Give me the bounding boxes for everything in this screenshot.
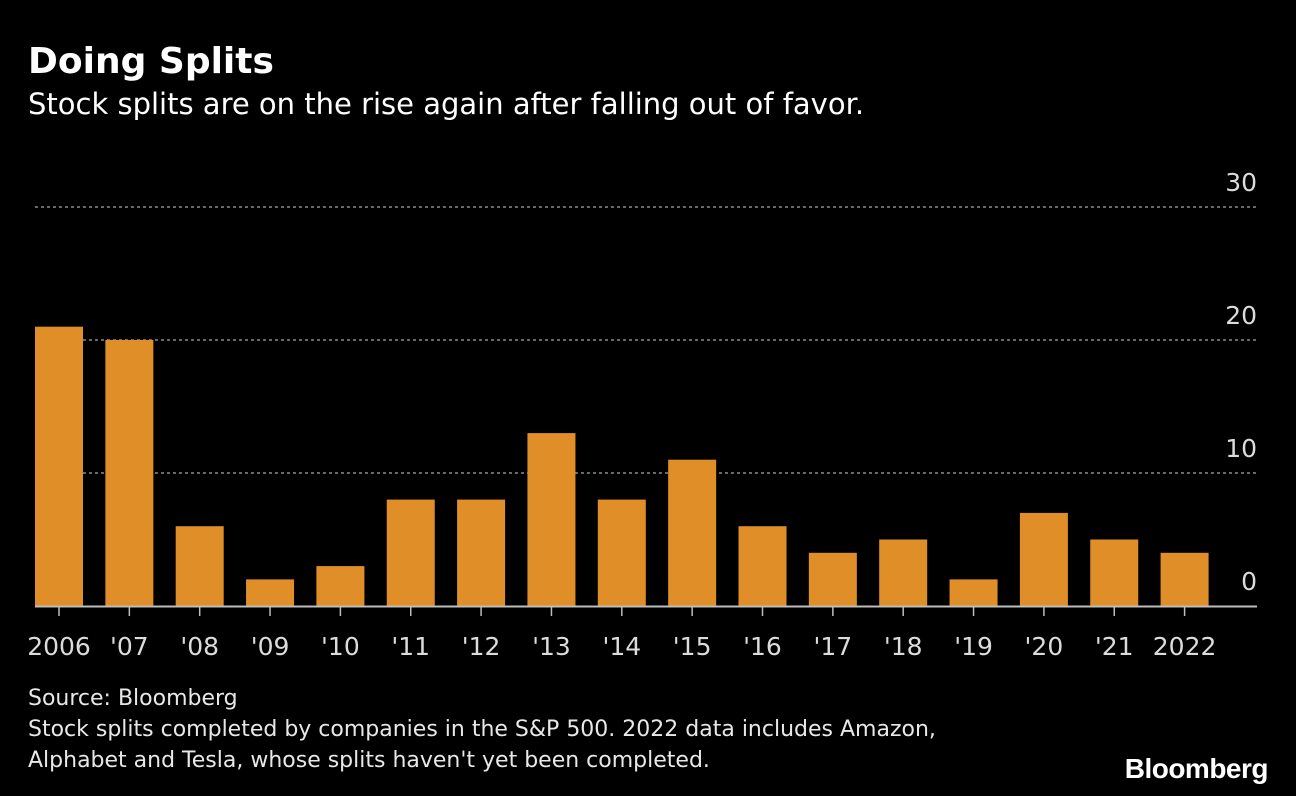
bar-2 (175, 526, 224, 606)
y-tick-label-20: 20 (1225, 301, 1257, 330)
x-tick-label-5: '11 (391, 632, 430, 661)
bar-1 (105, 340, 154, 606)
y-tick-label-0: 0 (1241, 567, 1257, 596)
bar-4 (316, 566, 365, 606)
bar-10 (738, 526, 787, 606)
y-tick-label-10: 10 (1225, 434, 1257, 463)
bar-0 (35, 326, 83, 606)
bar-7 (527, 433, 576, 606)
x-axis (35, 605, 1257, 616)
x-tick-label-9: '15 (673, 632, 712, 661)
x-tick-label-7: '13 (532, 632, 571, 661)
tick-labels: 0 10 20 30 2006 '07 '08 '09 '10 '11 '12 '13 '14 '15 '1… (27, 168, 1257, 661)
x-tick-label-15: '21 (1095, 632, 1134, 661)
bar-6 (457, 499, 506, 606)
bloomberg-logo: Bloomberg (1124, 753, 1269, 784)
x-tick-label-13: '19 (954, 632, 993, 661)
x-tick-label-0: 2006 (27, 632, 91, 661)
x-tick-label-14: '20 (1025, 632, 1064, 661)
bars (35, 326, 1209, 606)
bar-5 (386, 499, 435, 606)
note-text-line-1: Stock splits completed by companies in t… (28, 717, 936, 742)
note-text-line-2: Alphabet and Tesla, whose splits haven't… (28, 748, 710, 773)
bar-8 (597, 499, 646, 606)
x-tick-label-4: '10 (321, 632, 360, 661)
x-tick-label-16: 2022 (1153, 632, 1217, 661)
x-tick-label-1: '07 (110, 632, 149, 661)
y-tick-label-30: 30 (1225, 168, 1257, 197)
x-tick-label-10: '16 (743, 632, 782, 661)
x-tick-label-11: '17 (814, 632, 853, 661)
chart-title: Doing Splits (28, 41, 274, 82)
chart-subtitle: Stock splits are on the rise again after… (28, 87, 865, 121)
gridlines (35, 206, 1257, 474)
x-tick-label-12: '18 (884, 632, 923, 661)
x-tick-label-6: '12 (462, 632, 501, 661)
bar-15 (1090, 539, 1139, 606)
chart-footer: Source: Bloomberg Stock splits completed… (28, 683, 936, 776)
bar-14 (1019, 512, 1068, 606)
bar-9 (668, 459, 717, 606)
x-tick-label-8: '14 (602, 632, 641, 661)
x-tick-label-3: '09 (251, 632, 290, 661)
x-tick-label-2: '08 (180, 632, 219, 661)
source-text: Source: Bloomberg (28, 686, 238, 711)
bar-12 (879, 539, 928, 606)
bar-16 (1160, 552, 1209, 606)
bar-11 (808, 552, 857, 606)
bar-3 (246, 579, 295, 606)
bar-13 (949, 579, 998, 606)
